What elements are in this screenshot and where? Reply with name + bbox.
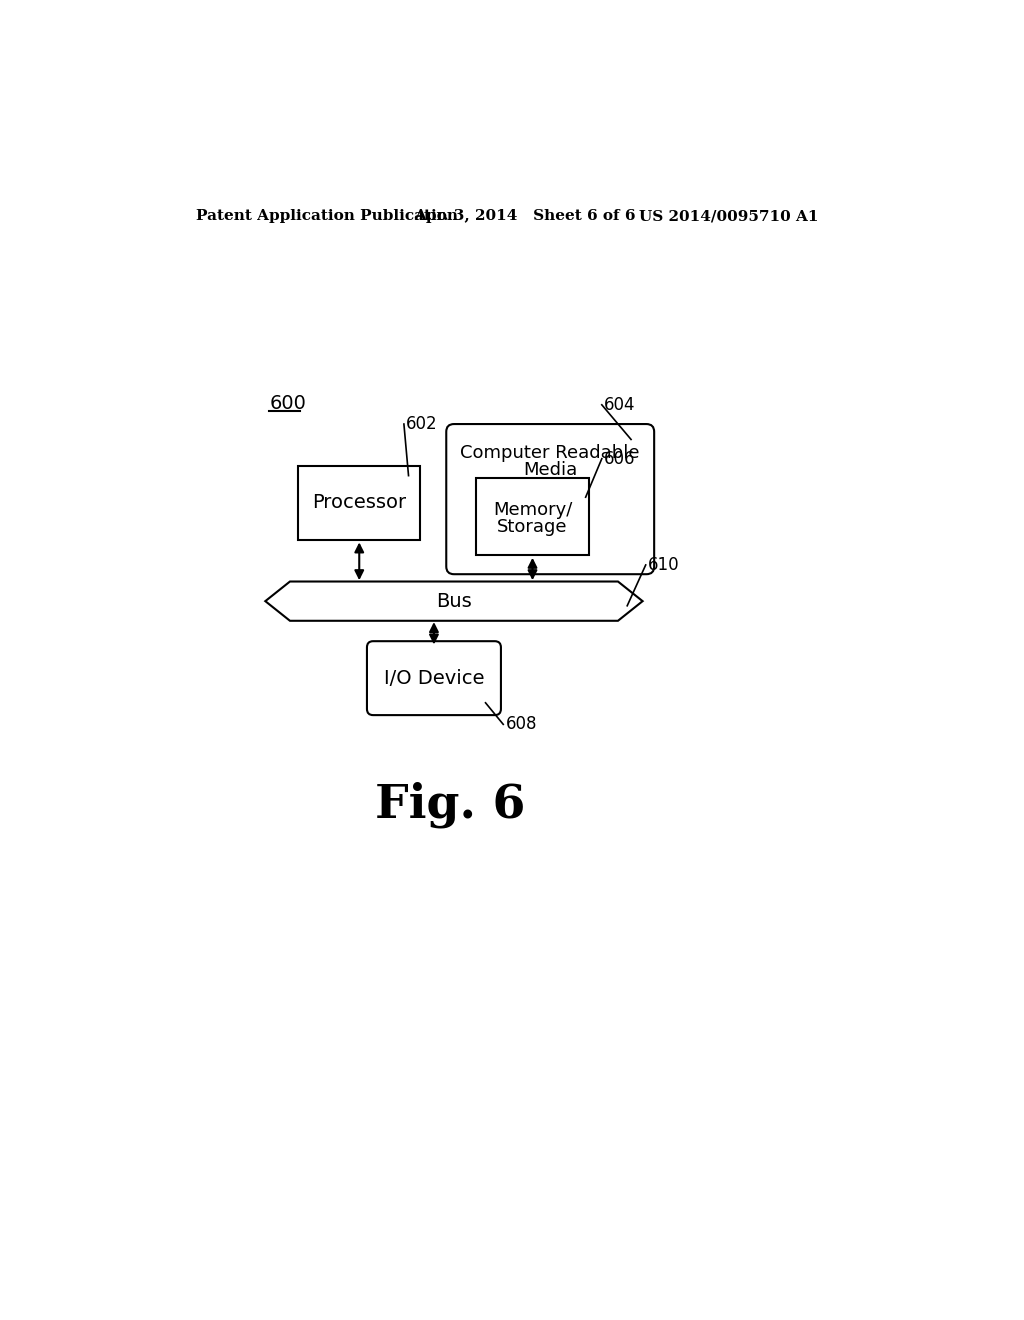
- Text: 610: 610: [648, 556, 680, 574]
- Text: Patent Application Publication: Patent Application Publication: [196, 209, 458, 223]
- FancyBboxPatch shape: [446, 424, 654, 574]
- Text: 604: 604: [604, 396, 636, 413]
- Text: Storage: Storage: [498, 519, 567, 536]
- Text: 602: 602: [407, 414, 438, 433]
- Text: 608: 608: [506, 715, 538, 734]
- FancyBboxPatch shape: [367, 642, 501, 715]
- Text: 606: 606: [604, 450, 636, 467]
- Text: 600: 600: [269, 393, 306, 413]
- Text: Fig. 6: Fig. 6: [375, 781, 525, 829]
- Text: Processor: Processor: [312, 494, 407, 512]
- Text: I/O Device: I/O Device: [384, 669, 484, 688]
- Text: US 2014/0095710 A1: US 2014/0095710 A1: [639, 209, 818, 223]
- Text: Memory/: Memory/: [493, 502, 572, 519]
- Text: Bus: Bus: [436, 591, 472, 611]
- Bar: [298, 466, 420, 540]
- Text: Media: Media: [523, 461, 578, 479]
- Text: Apr. 3, 2014   Sheet 6 of 6: Apr. 3, 2014 Sheet 6 of 6: [414, 209, 636, 223]
- Polygon shape: [265, 582, 643, 620]
- Text: Computer Readable: Computer Readable: [461, 445, 640, 462]
- Bar: [475, 478, 590, 554]
